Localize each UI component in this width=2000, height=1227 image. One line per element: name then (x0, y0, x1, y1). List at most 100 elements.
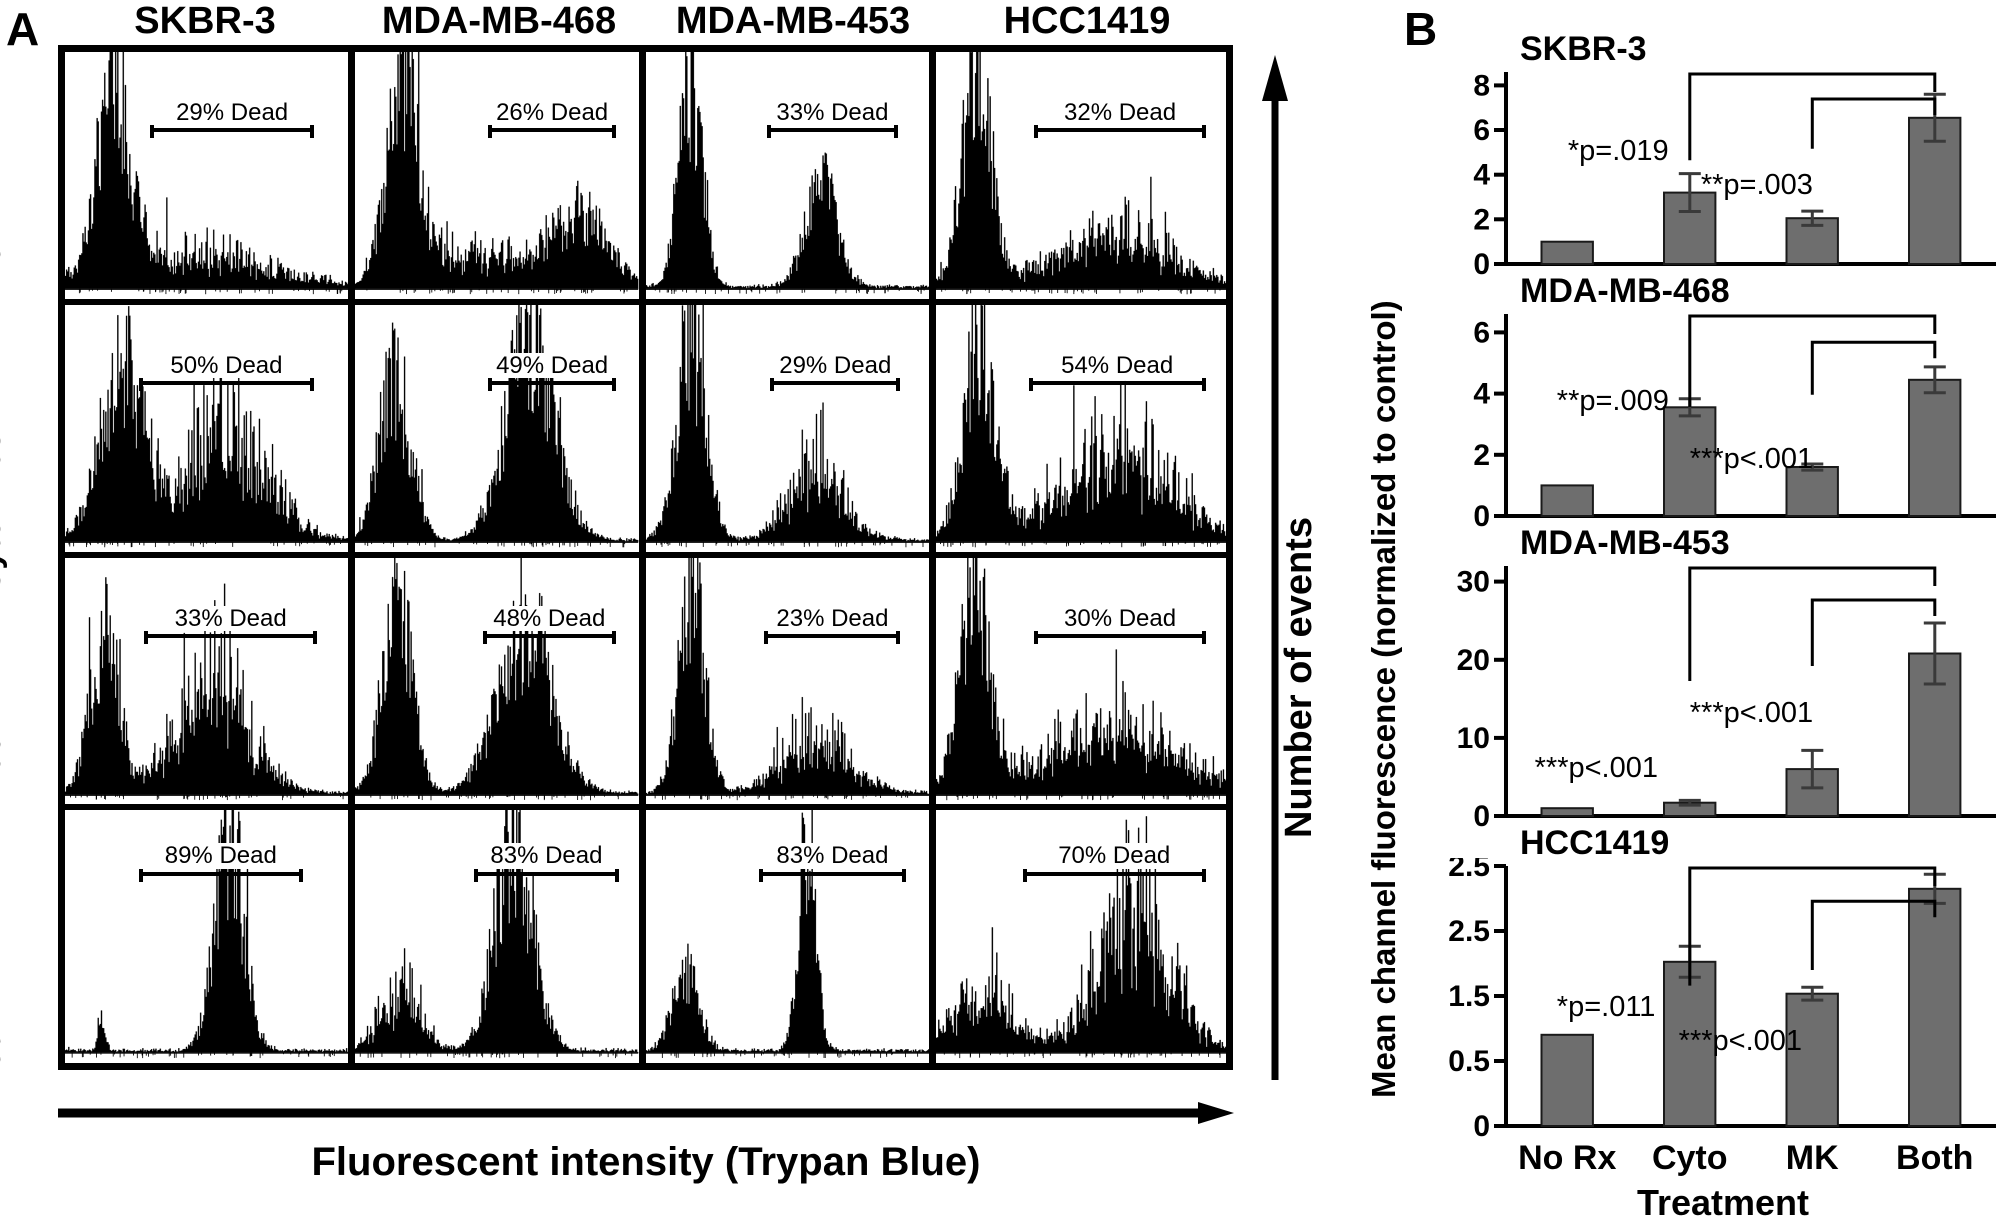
histogram-trace (935, 52, 1226, 295)
histogram-trace (935, 304, 1226, 548)
significance-label: ***p<.001 (1678, 1025, 1803, 1058)
gate-percent-label: 33% Dead (767, 100, 898, 125)
gate-tick-left (770, 365, 775, 392)
gate-tick-left (758, 855, 763, 882)
dead-gate-bracket: 23% Dead (764, 598, 901, 644)
histogram-cell: 89% Dead (65, 810, 349, 1063)
panel-a-x-axis-label: Fluorescent intensity (Trypan Blue) (311, 1140, 981, 1184)
gate-tick-left (138, 365, 143, 392)
gate-tick-right (896, 617, 901, 644)
gate-tick-right (1201, 855, 1206, 882)
histogram-trace (645, 304, 929, 548)
histogram-trace (645, 52, 929, 295)
dead-gate-bracket: 70% Dead (1022, 836, 1206, 882)
gate-tick-right (1201, 617, 1206, 644)
gate-bar (1022, 871, 1206, 876)
gate-tick-right (298, 855, 303, 882)
gate-percent-label: 83% Dead (758, 843, 907, 869)
column-header-mdamb453: MDA-MB-453 (675, 0, 911, 42)
histogram-cell: 70% Dead (935, 810, 1226, 1063)
histogram-trace (65, 576, 349, 800)
bar-chart-plot: 0 10 20 30 ***p<.001 ***p<.001 (1446, 558, 2000, 830)
gate-tick-left (764, 617, 769, 644)
gate-bar (758, 871, 907, 876)
dead-gate-bracket: 29% Dead (770, 345, 901, 392)
x-axis-arrow-icon (58, 1102, 1234, 1124)
svg-text:4: 4 (1473, 378, 1490, 411)
svg-text:0: 0 (1473, 248, 1490, 278)
svg-text:0: 0 (1473, 1110, 1490, 1140)
gate-bar (138, 871, 303, 876)
histogram-trace (355, 557, 639, 800)
row-label-cytokines: Cytokines (0, 431, 8, 595)
bar-chart-title: MDA-MB-468 (1520, 274, 1734, 308)
dead-gate-bracket: 33% Dead (767, 92, 898, 139)
bar-chart-svg: 0 2 4 6 (1473, 314, 1996, 530)
histogram-cell: 29% Dead (645, 304, 929, 558)
histogram-trace (935, 557, 1226, 800)
histogram-trace (65, 52, 349, 295)
histogram-cell: 30% Dead (935, 557, 1226, 811)
gate-tick-right (1201, 112, 1206, 139)
gate-percent-label: 50% Dead (138, 353, 315, 378)
row-label-no-rx: No Rx (0, 190, 8, 289)
x-tick-label: Cyto (1651, 1139, 1728, 1177)
histogram-cell: 54% Dead (935, 304, 1226, 558)
significance-label: ***p<.001 (1689, 697, 1814, 730)
svg-text:1.5: 1.5 (1448, 980, 1490, 1013)
dead-gate-bracket: 48% Dead (482, 598, 616, 644)
dead-gate-bracket: 50% Dead (138, 345, 315, 392)
svg-text:0.5: 0.5 (1448, 1045, 1490, 1078)
histogram-column: 32% Dead 54% Dead 30% Dead 70% Dead (935, 52, 1226, 1063)
bar-chart-plot: 0 0.5 1.5 2.5 2.5 *p=.011 ***p<.001 (1446, 858, 2000, 1140)
histogram-trace (355, 52, 639, 295)
bar-chart-svg: 0 2 4 6 8 (1473, 69, 1996, 278)
gate-bar (138, 381, 315, 386)
significance-label: **p=.009 (1556, 384, 1669, 417)
gate-tick-left (488, 365, 493, 392)
svg-text:4: 4 (1473, 159, 1490, 192)
bar-chart-mda-mb-453: MDA-MB-453 0 10 20 30 ***p<.001 ***p<.001 (1446, 526, 2000, 830)
gate-tick-right (893, 112, 898, 139)
histogram-cell: 48% Dead (355, 557, 639, 811)
histogram-cell: 33% Dead (645, 52, 929, 305)
gate-tick-right (896, 365, 901, 392)
gate-percent-label: 33% Dead (144, 606, 318, 631)
gate-bar (488, 381, 616, 386)
gate-bar (764, 633, 901, 638)
bar-chart-svg: 0 0.5 1.5 2.5 2.5 (1448, 858, 1996, 1140)
dead-gate-bracket: 83% Dead (758, 836, 907, 882)
histogram-trace (645, 557, 929, 800)
gate-percent-label: 30% Dead (1034, 606, 1206, 631)
significance-label: *p=.019 (1567, 134, 1669, 167)
bar-chart-plot: 0 2 4 6 **p=.009 ***p<.001 (1446, 306, 2000, 530)
gate-percent-label: 29% Dead (770, 353, 901, 378)
panel-a-letter: A (6, 3, 40, 55)
gate-percent-label: 89% Dead (138, 843, 303, 869)
svg-text:2: 2 (1473, 439, 1490, 472)
bar-chart-hcc1419: HCC1419 0 0.5 1.5 2.5 2.5 *p=.011 ***p<.001 (1446, 826, 2000, 1140)
dead-gate-bracket: 89% Dead (138, 836, 303, 882)
significance-label: *p=.011 (1556, 991, 1656, 1024)
gate-tick-right (902, 855, 907, 882)
gate-tick-left (767, 112, 772, 139)
gate-tick-left (474, 855, 479, 882)
row-label-both: Both (0, 1016, 8, 1094)
svg-text:20: 20 (1457, 644, 1490, 677)
gate-percent-label: 29% Dead (149, 100, 315, 125)
column-header-mdamb468: MDA-MB-468 (381, 0, 617, 42)
bar-chart-plot: 0 2 4 6 8 *p=.019 **p=.003 (1446, 64, 2000, 278)
y-axis-arrow-icon (1262, 55, 1288, 1080)
gate-percent-label: 48% Dead (482, 606, 616, 631)
gate-tick-left (149, 112, 154, 139)
gate-bar (1034, 128, 1206, 133)
bar-chart-mda-mb-468: MDA-MB-468 0 2 4 6 **p=.009 ***p<.001 (1446, 274, 2000, 530)
svg-text:0: 0 (1473, 800, 1490, 830)
histogram-cell: 32% Dead (935, 52, 1226, 305)
gate-percent-label: 70% Dead (1022, 843, 1206, 869)
gate-bar (149, 128, 315, 133)
panel-b-y-axis-label: Mean channel fluorescence (normalized to… (1365, 300, 1402, 1098)
gate-tick-right (611, 365, 616, 392)
bar-chart-title: MDA-MB-453 (1520, 526, 1734, 560)
histogram-trace (65, 305, 349, 548)
